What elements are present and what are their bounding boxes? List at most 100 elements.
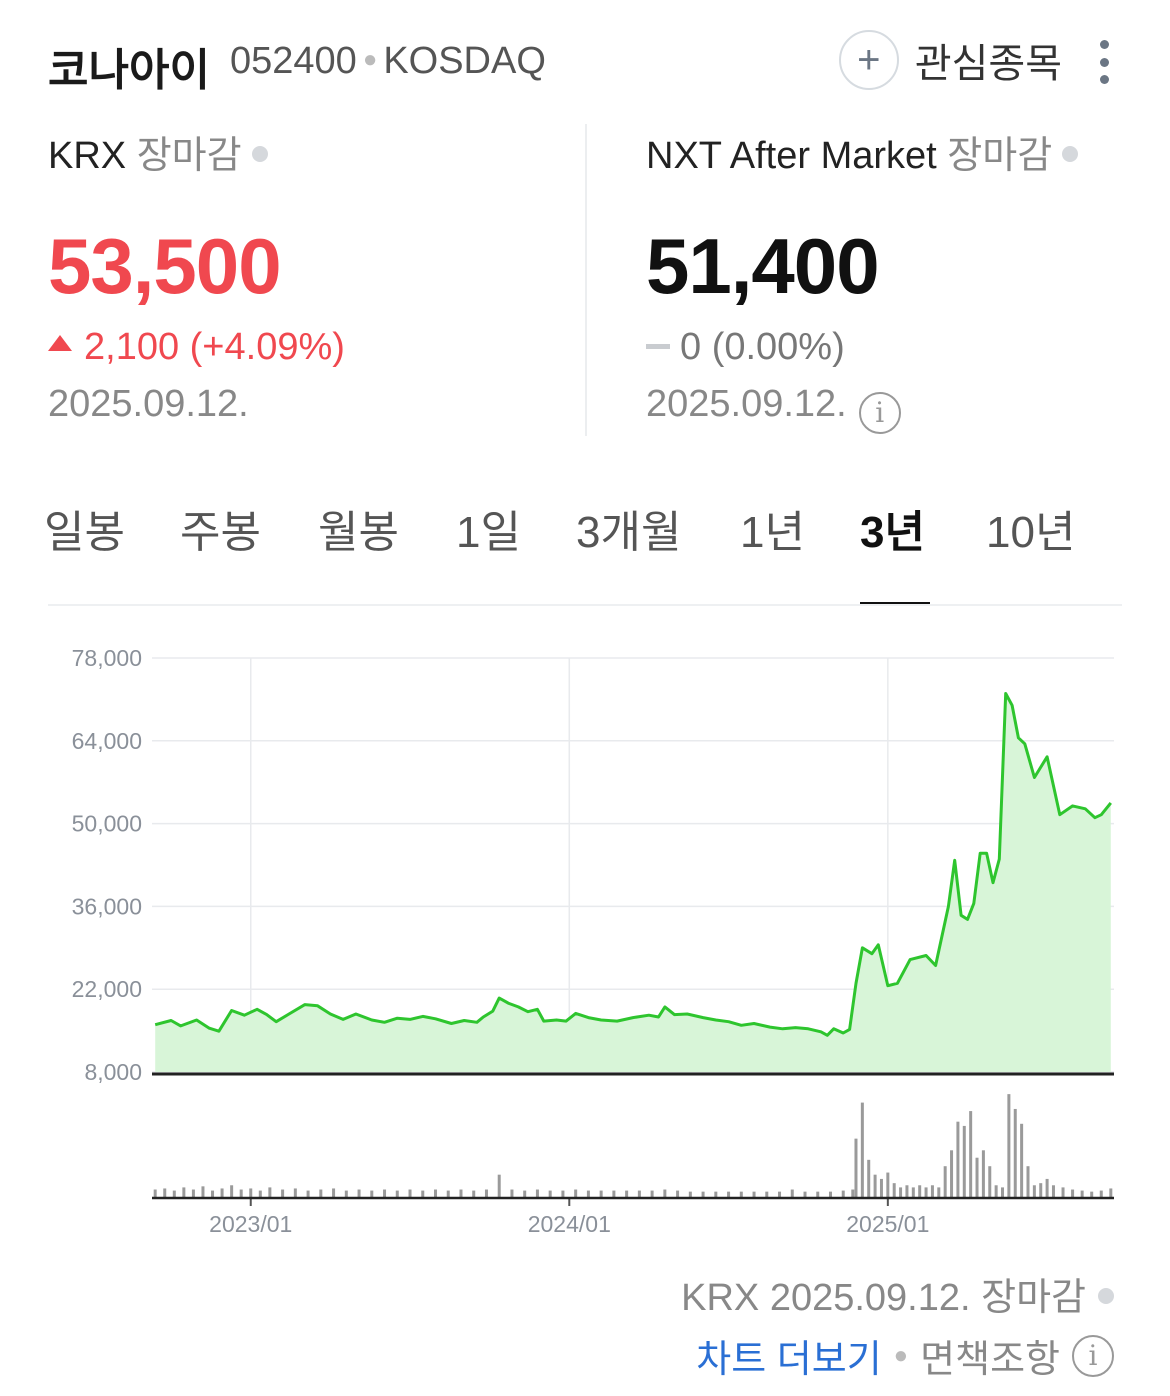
stock-name: 코나아이 bbox=[48, 46, 210, 95]
volume-bar bbox=[1007, 1094, 1011, 1198]
tab-weekly[interactable]: 주봉 bbox=[180, 508, 261, 557]
y-tick-label: 22,000 bbox=[72, 976, 142, 1002]
tab-10year[interactable]: 10년 bbox=[986, 508, 1076, 557]
volume-bar bbox=[319, 1189, 323, 1198]
volume-bar bbox=[765, 1191, 769, 1198]
tab-monthly[interactable]: 월봉 bbox=[318, 508, 399, 557]
nxt-status: 장마감 bbox=[947, 135, 1053, 177]
disclaimer-link[interactable]: 면책조항 bbox=[920, 1339, 1060, 1381]
volume-bar bbox=[249, 1188, 253, 1198]
volume-bar bbox=[239, 1189, 243, 1198]
volume-bar bbox=[816, 1191, 820, 1198]
price-chart[interactable]: 78,000 64,000 50,000 36,000 22,000 8,000 2023/… bbox=[0, 620, 1170, 1250]
volume-bar bbox=[1032, 1185, 1036, 1198]
volume-bar bbox=[548, 1190, 552, 1198]
status-dot-icon bbox=[251, 146, 268, 162]
volume-bar bbox=[930, 1185, 934, 1198]
more-chart-link[interactable]: 차트 더보기 bbox=[696, 1339, 882, 1381]
add-watchlist-button[interactable]: + 관심종목 bbox=[838, 28, 1062, 92]
volume-bar bbox=[612, 1190, 616, 1198]
info-icon[interactable]: i bbox=[858, 391, 901, 434]
info-icon[interactable]: i bbox=[1072, 1334, 1114, 1377]
up-arrow-icon bbox=[48, 335, 72, 351]
volume-bar bbox=[905, 1185, 909, 1198]
volume-bar bbox=[828, 1191, 832, 1198]
nxt-panel: NXT After Market 장마감 51,400 0 (0.00%) 20… bbox=[646, 124, 1126, 444]
volume-bar bbox=[1051, 1185, 1055, 1198]
volume-bar bbox=[962, 1125, 966, 1198]
x-tick-label: 2023/01 bbox=[209, 1211, 292, 1237]
flat-dash-icon bbox=[646, 344, 670, 349]
period-tabs: 일봉 주봉 월봉 1일 3개월 1년 3년 10년 bbox=[0, 496, 1170, 608]
nxt-label-row: NXT After Market 장마감 bbox=[646, 124, 1126, 179]
status-dot-icon bbox=[1062, 146, 1079, 162]
x-tick-label: 2025/01 bbox=[846, 1211, 929, 1237]
volume-bar bbox=[1061, 1187, 1065, 1198]
stock-header: 코나아이 052400 ● KOSDAQ + 관심종목 bbox=[48, 28, 1122, 95]
separator-dot: ● bbox=[362, 46, 378, 73]
watchlist-label: 관심종목 bbox=[914, 42, 1062, 86]
volume-bar bbox=[892, 1183, 896, 1198]
volume-bar bbox=[586, 1190, 590, 1198]
volume-bar bbox=[357, 1189, 361, 1198]
volume-bar bbox=[739, 1191, 743, 1198]
volume-bar bbox=[211, 1190, 215, 1198]
x-tick-label: 2024/01 bbox=[528, 1211, 611, 1237]
volume-bar bbox=[841, 1190, 845, 1198]
volume-bar bbox=[803, 1191, 807, 1198]
volume-bar bbox=[1090, 1191, 1094, 1198]
volume-bar bbox=[790, 1189, 794, 1198]
volume-bar bbox=[434, 1189, 438, 1198]
volume-bar bbox=[523, 1190, 527, 1198]
stock-code: 052400 bbox=[230, 40, 357, 82]
volume-bar bbox=[293, 1188, 297, 1198]
krx-change: 2,100 (+4.09%) bbox=[84, 326, 345, 368]
volume-bar bbox=[1026, 1166, 1030, 1198]
volume-bar bbox=[561, 1190, 565, 1198]
tab-3year[interactable]: 3년 bbox=[860, 508, 925, 557]
stock-meta: 052400 ● KOSDAQ bbox=[230, 40, 546, 83]
tab-1year[interactable]: 1년 bbox=[740, 508, 805, 557]
volume-bar bbox=[860, 1102, 864, 1198]
volume-bar bbox=[975, 1157, 979, 1198]
volume-bar bbox=[778, 1191, 782, 1198]
volume-bar bbox=[268, 1187, 272, 1198]
volume-bar bbox=[918, 1185, 922, 1198]
volume-bar bbox=[688, 1191, 692, 1198]
volume-bar bbox=[988, 1166, 992, 1198]
volume-bar bbox=[446, 1190, 450, 1198]
volume-bar bbox=[1080, 1190, 1084, 1198]
volume-bar bbox=[981, 1150, 985, 1198]
more-vertical-icon[interactable] bbox=[1096, 40, 1112, 84]
volume-bar bbox=[599, 1190, 603, 1198]
tab-1day[interactable]: 1일 bbox=[456, 508, 521, 557]
nxt-label: NXT After Market bbox=[646, 135, 937, 177]
volume-bar bbox=[574, 1189, 578, 1198]
volume-bar bbox=[727, 1191, 731, 1198]
nxt-price: 51,400 bbox=[646, 222, 880, 310]
volume-bar bbox=[650, 1190, 654, 1198]
volume-bar bbox=[459, 1189, 463, 1198]
tab-3month[interactable]: 3개월 bbox=[576, 508, 682, 557]
nxt-date-row: 2025.09.12. i bbox=[646, 383, 1126, 434]
tab-daily[interactable]: 일봉 bbox=[44, 508, 125, 557]
volume-bar bbox=[383, 1189, 387, 1198]
volume-bar bbox=[395, 1190, 399, 1198]
separator-dot: ● bbox=[893, 1341, 909, 1369]
volume-bar bbox=[408, 1189, 412, 1198]
volume-bar bbox=[163, 1188, 167, 1198]
volume-bar bbox=[956, 1121, 960, 1198]
volume-bar bbox=[924, 1187, 928, 1198]
krx-status: 장마감 bbox=[136, 135, 242, 177]
volume-bar bbox=[472, 1190, 476, 1198]
volume-bar bbox=[879, 1178, 883, 1198]
krx-panel: KRX 장마감 53,500 2,100 (+4.09%) 2025.09.12… bbox=[48, 124, 568, 444]
krx-price: 53,500 bbox=[48, 222, 282, 310]
y-tick-label: 78,000 bbox=[72, 645, 142, 671]
status-dot-icon bbox=[1098, 1288, 1114, 1304]
krx-label-row: KRX 장마감 bbox=[48, 124, 568, 179]
footer-links: 차트 더보기 ● 면책조항 i bbox=[696, 1328, 1114, 1383]
footer-status: KRX 2025.09.12. 장마감 bbox=[681, 1277, 1086, 1319]
price-line bbox=[154, 692, 1112, 1037]
plus-icon: + bbox=[838, 30, 899, 90]
